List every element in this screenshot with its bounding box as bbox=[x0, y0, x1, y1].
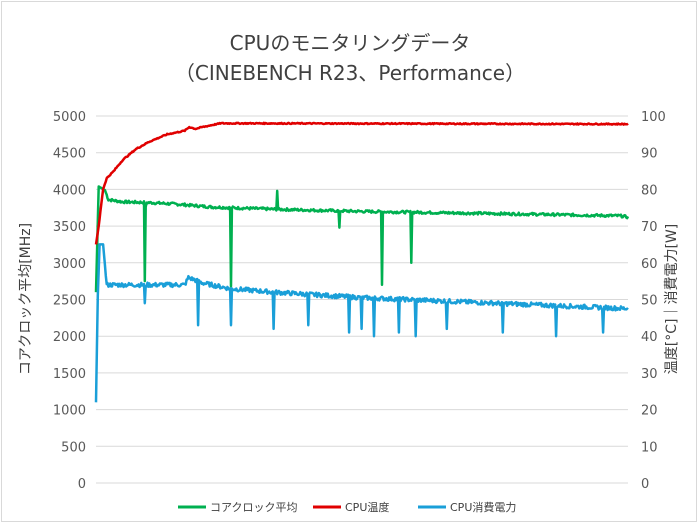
left-tick-label: 2500 bbox=[53, 294, 86, 309]
right-axis-ticks: 0 10 20 30 40 50 60 70 80 90 100 bbox=[641, 110, 666, 492]
right-tick-label: 20 bbox=[641, 404, 658, 419]
right-tick-label: 90 bbox=[641, 147, 658, 162]
left-axis-ticks: 0 500 1000 1500 2000 2500 3000 3500 4000 4500 5000 bbox=[53, 110, 86, 492]
right-tick-label: 40 bbox=[641, 330, 658, 345]
gridlines bbox=[96, 115, 628, 484]
series-line-2 bbox=[94, 243, 629, 403]
right-tick-label: 10 bbox=[641, 440, 658, 455]
left-tick-label: 0 bbox=[78, 477, 86, 492]
right-tick-label: 100 bbox=[641, 110, 666, 125]
left-tick-label: 4500 bbox=[53, 147, 86, 162]
series-line-1 bbox=[94, 121, 629, 245]
left-tick-label: 1000 bbox=[53, 404, 86, 419]
left-axis-title: コアクロック平均[MHz] bbox=[18, 223, 34, 375]
right-tick-label: 70 bbox=[641, 220, 658, 235]
left-tick-label: 3500 bbox=[53, 220, 86, 235]
right-tick-label: 0 bbox=[641, 477, 649, 492]
legend-label-clock: コアクロック平均 bbox=[210, 501, 297, 514]
right-tick-label: 60 bbox=[641, 257, 658, 272]
right-tick-label: 80 bbox=[641, 183, 658, 198]
left-tick-label: 1500 bbox=[53, 367, 86, 382]
left-tick-label: 2000 bbox=[53, 330, 86, 345]
right-tick-label: 30 bbox=[641, 367, 658, 382]
left-tick-label: 5000 bbox=[53, 110, 86, 125]
right-axis-title: 温度[°C]｜消費電力[W] bbox=[664, 224, 680, 374]
legend: コアクロック平均 CPU温度 CPU消費電力 bbox=[178, 500, 516, 514]
chart-title-line2: （CINEBENCH R23、Performance） bbox=[175, 61, 525, 85]
series-layer bbox=[94, 121, 630, 403]
legend-label-temp: CPU温度 bbox=[345, 500, 389, 514]
right-tick-label: 50 bbox=[641, 294, 658, 309]
left-tick-label: 4000 bbox=[53, 183, 86, 198]
series-line-0 bbox=[94, 185, 630, 293]
legend-label-power: CPU消費電力 bbox=[450, 500, 516, 514]
left-tick-label: 3000 bbox=[53, 257, 86, 272]
chart-title-line1: CPUのモニタリングデータ bbox=[230, 31, 471, 55]
left-tick-label: 500 bbox=[61, 440, 86, 455]
